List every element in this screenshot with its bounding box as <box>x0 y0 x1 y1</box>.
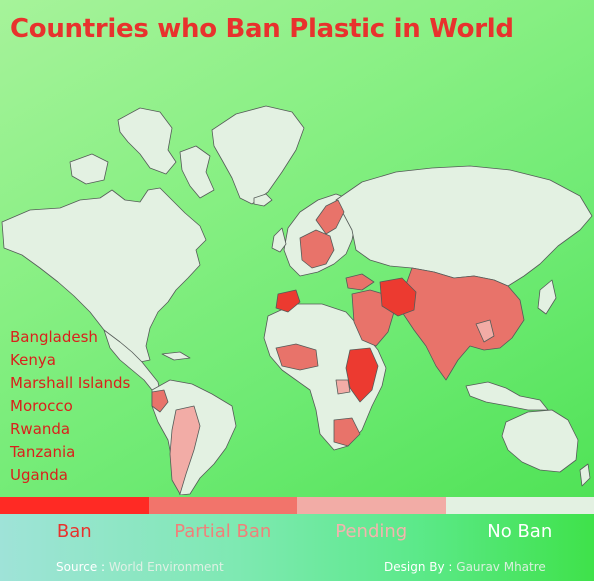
ban-country-item: Bangladesh <box>10 328 98 346</box>
ban-country-item: Marshall Islands <box>10 374 131 392</box>
ban-country-item: Tanzania <box>10 443 76 461</box>
region-arctic-west <box>69 153 109 185</box>
region-greenland <box>211 105 305 205</box>
region-caribbean <box>161 351 191 361</box>
legend-swatch-ban[interactable] <box>0 497 149 514</box>
source-label: Source : <box>56 560 106 574</box>
design-value: Gaurav Mhatre <box>456 560 546 574</box>
region-new-zealand <box>579 463 591 487</box>
design-label: Design By : <box>384 560 453 574</box>
source-credit: Source : World Environment <box>56 560 224 574</box>
region-southeast-asia-pending[interactable] <box>475 319 495 343</box>
region-baffin <box>179 145 215 199</box>
ban-country-list: Bangladesh Kenya Marshall Islands Morocc… <box>10 326 130 487</box>
region-iran-pakistan[interactable] <box>379 277 417 317</box>
legend-swatch-partial-ban[interactable] <box>148 497 297 514</box>
region-morocco[interactable] <box>275 289 301 313</box>
legend: Ban Partial Ban Pending No Ban Source : … <box>0 497 594 581</box>
legend-color-bar <box>0 497 594 514</box>
region-argentina[interactable] <box>169 405 201 495</box>
region-europe-partial[interactable] <box>299 229 335 269</box>
legend-label-no-ban: No Ban <box>487 521 553 542</box>
region-japan <box>537 279 557 315</box>
legend-label-partial-ban: Partial Ban <box>174 521 272 542</box>
region-north-america[interactable] <box>1 187 207 363</box>
ban-country-item: Rwanda <box>10 420 71 438</box>
map-title: Countries who Ban Plastic in World <box>10 14 514 44</box>
region-iceland <box>253 193 273 207</box>
world-map <box>1 105 593 495</box>
region-west-africa-partial[interactable] <box>275 343 319 371</box>
ban-country-item: Kenya <box>10 351 56 369</box>
region-caucasus[interactable] <box>345 273 375 291</box>
legend-label-pending: Pending <box>335 521 408 542</box>
ban-country-item: Uganda <box>10 466 68 484</box>
ban-country-item: Morocco <box>10 397 73 415</box>
region-russia[interactable] <box>335 165 593 287</box>
source-value: World Environment <box>108 560 224 574</box>
region-australia[interactable] <box>501 409 579 473</box>
region-zambia-pending[interactable] <box>335 379 351 395</box>
region-arctic-islands <box>117 107 177 175</box>
region-china-india[interactable] <box>401 267 525 381</box>
region-southern-africa-partial[interactable] <box>333 417 361 447</box>
legend-swatch-pending[interactable] <box>297 497 446 514</box>
legend-label-ban: Ban <box>56 521 92 542</box>
region-east-africa[interactable] <box>345 347 379 403</box>
region-uk <box>271 227 287 253</box>
legend-swatch-no-ban[interactable] <box>445 497 594 514</box>
legend-footer-area: Ban Partial Ban Pending No Ban Source : … <box>0 514 594 581</box>
region-scandinavia[interactable] <box>315 199 345 235</box>
region-indonesia <box>465 381 549 411</box>
region-mexico-partial[interactable] <box>151 389 169 413</box>
design-credit: Design By : Gaurav Mhatre <box>384 560 546 574</box>
